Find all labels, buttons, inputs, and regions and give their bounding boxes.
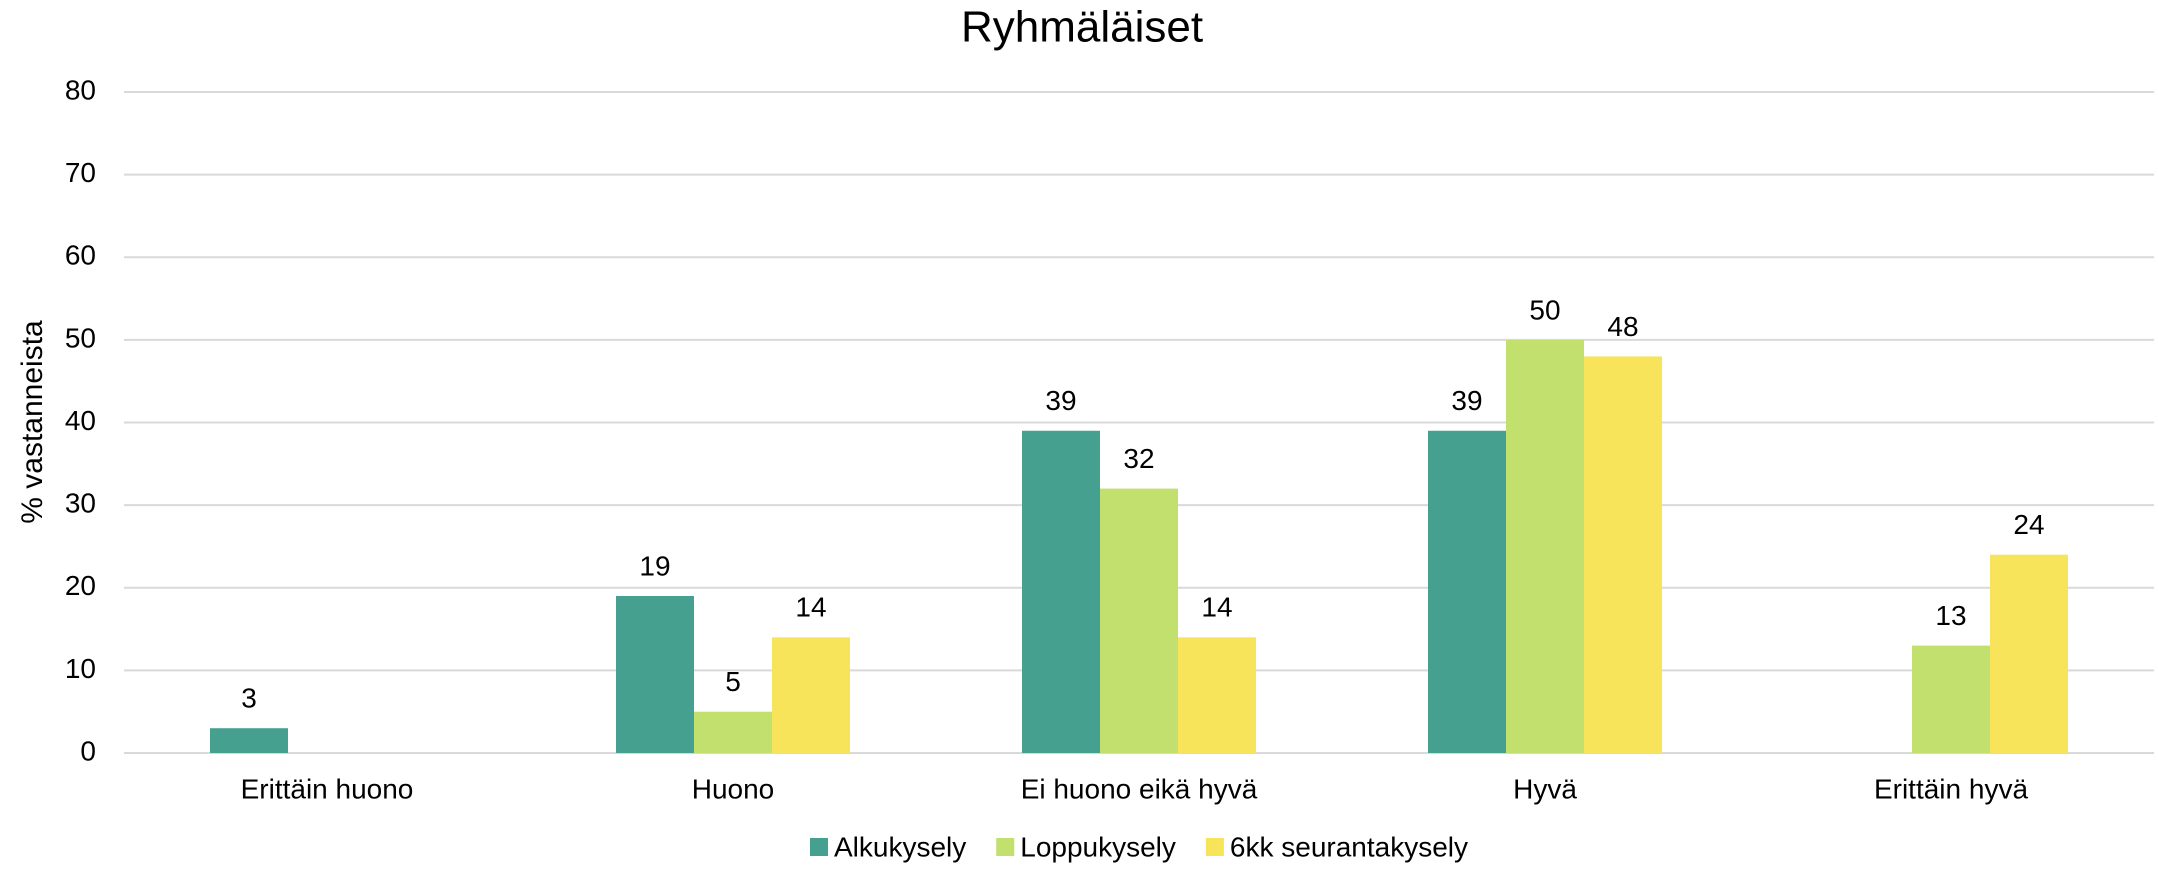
- x-tick-label: Huono: [692, 773, 775, 804]
- y-axis-label: % vastanneista: [16, 320, 49, 524]
- bar: [1100, 488, 1178, 753]
- y-tick-label: 60: [65, 240, 96, 271]
- legend-swatch: [809, 838, 828, 856]
- bar: [694, 711, 772, 753]
- bar: [1428, 430, 1506, 753]
- data-label: 39: [1045, 385, 1076, 416]
- bar: [210, 728, 288, 753]
- y-tick-label: 30: [65, 488, 96, 519]
- data-label: 14: [795, 592, 826, 623]
- y-tick-label: 0: [80, 735, 96, 766]
- bar: [1912, 645, 1990, 753]
- x-tick-label: Ei huono eikä hyvä: [1021, 773, 1258, 804]
- legend-swatch: [1205, 838, 1224, 856]
- data-label: 13: [1935, 600, 1966, 631]
- y-tick-label: 20: [65, 570, 96, 601]
- x-tick-label: Erittäin hyvä: [1874, 773, 2028, 804]
- bar: [772, 637, 850, 753]
- y-tick-label: 70: [65, 157, 96, 188]
- bar: [616, 596, 694, 753]
- x-tick-label: Erittäin huono: [241, 773, 414, 804]
- legend-label: Alkukysely: [834, 831, 966, 862]
- legend-label: Loppukysely: [1020, 831, 1176, 862]
- x-tick-label: Hyvä: [1513, 773, 1577, 804]
- bar: [1022, 430, 1100, 753]
- data-label: 19: [639, 550, 670, 581]
- data-label: 3: [241, 683, 257, 714]
- bar: [1178, 637, 1256, 753]
- y-tick-label: 40: [65, 405, 96, 436]
- bar: [1990, 554, 2068, 753]
- data-label: 14: [1201, 592, 1232, 623]
- legend-label: 6kk seurantakysely: [1230, 831, 1468, 862]
- data-label: 5: [725, 666, 741, 697]
- legend-swatch: [996, 838, 1015, 856]
- bar: [1506, 339, 1584, 753]
- bar: [1584, 356, 1662, 753]
- y-tick-label: 50: [65, 322, 96, 353]
- data-label: 32: [1123, 443, 1154, 474]
- y-tick-label: 80: [65, 74, 96, 105]
- data-label: 50: [1529, 294, 1560, 325]
- data-label: 24: [2013, 509, 2044, 540]
- y-tick-label: 10: [65, 653, 96, 684]
- data-label: 48: [1607, 311, 1638, 342]
- data-label: 39: [1451, 385, 1482, 416]
- chart-title: Ryhmäläiset: [961, 3, 1203, 52]
